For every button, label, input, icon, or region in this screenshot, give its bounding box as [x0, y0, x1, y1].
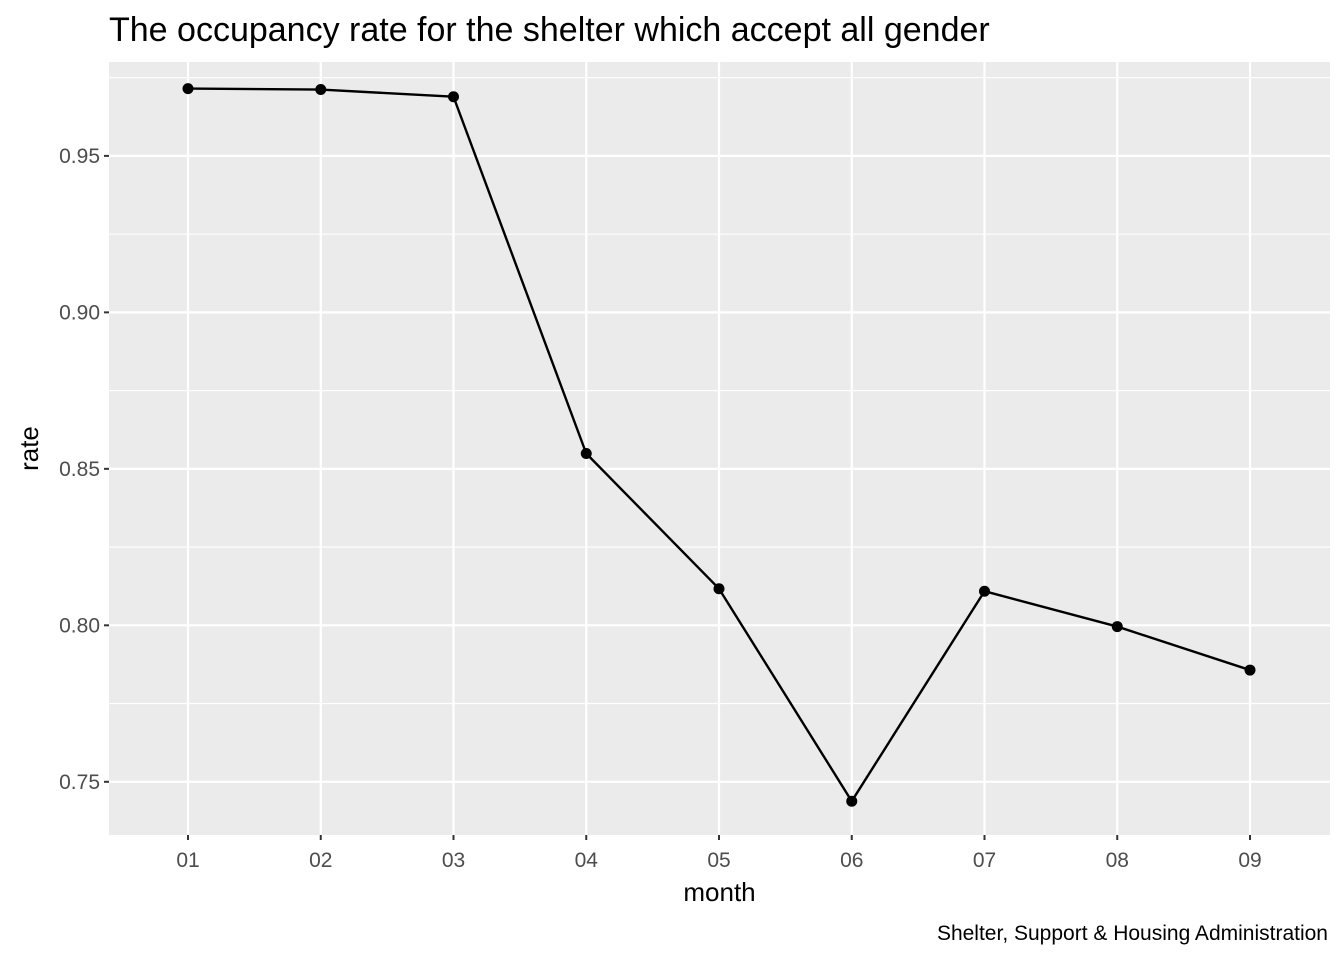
points-layer — [182, 83, 1256, 807]
data-point — [979, 585, 990, 597]
x-tick-label: 05 — [707, 849, 730, 872]
y-tick-label: 0.80 — [59, 614, 100, 637]
x-axis-title: month — [683, 877, 755, 907]
y-tick-label: 0.85 — [59, 458, 100, 481]
y-tick-label: 0.90 — [59, 301, 100, 324]
x-tick-label: 06 — [840, 849, 863, 872]
data-point — [1111, 621, 1123, 633]
x-tick-label: 03 — [442, 849, 465, 872]
data-point — [580, 448, 592, 460]
x-tick-label: 08 — [1106, 849, 1129, 872]
y-tick-label: 0.95 — [59, 145, 100, 168]
data-point — [315, 84, 327, 96]
data-point — [846, 795, 858, 807]
chart-title: The occupancy rate for the shelter which… — [109, 11, 990, 49]
data-point — [713, 583, 725, 595]
data-point — [182, 83, 194, 95]
y-axis-title: rate — [14, 426, 44, 471]
x-tick-label: 04 — [575, 849, 599, 872]
x-tick-label: 07 — [973, 849, 996, 872]
x-tick-label: 09 — [1238, 849, 1261, 872]
x-tick-label: 02 — [309, 849, 332, 872]
chart-caption: Shelter, Support & Housing Administratio… — [937, 922, 1328, 945]
y-axis: 0.75 0.80 0.85 0.90 0.95 — [59, 145, 109, 794]
data-point — [448, 91, 459, 103]
y-tick-label: 0.75 — [59, 771, 100, 794]
x-tick-label: 01 — [176, 849, 199, 872]
data-point — [1244, 664, 1256, 676]
x-axis: 01 02 03 04 05 06 07 08 09 — [176, 835, 1262, 872]
